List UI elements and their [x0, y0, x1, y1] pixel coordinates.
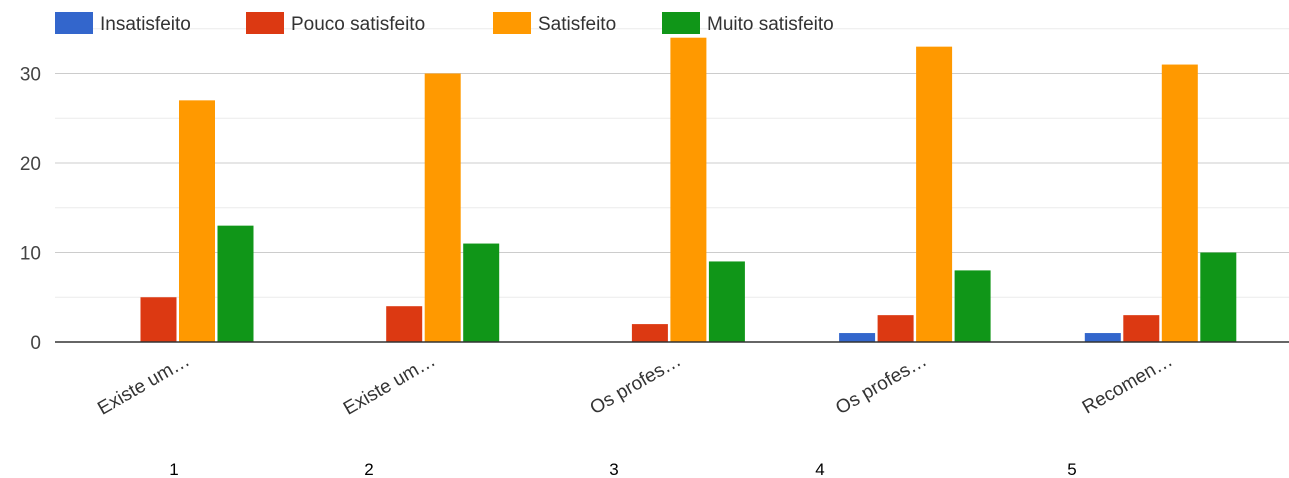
- bar: [877, 315, 914, 342]
- bars: [140, 37, 1237, 343]
- bar: [1123, 315, 1160, 342]
- category-number: 2: [364, 460, 373, 478]
- legend-swatch: [246, 12, 284, 34]
- x-category-label: Os profes…: [832, 350, 930, 419]
- bar: [708, 261, 745, 342]
- bar: [839, 333, 876, 342]
- bar: [424, 73, 461, 342]
- legend-item: Insatisfeito: [55, 12, 191, 35]
- bar: [670, 37, 707, 342]
- legend-swatch: [662, 12, 700, 34]
- legend-item: Pouco satisfeito: [246, 12, 425, 35]
- legend-swatch: [55, 12, 93, 34]
- category-number: 1: [169, 460, 178, 478]
- bar: [1161, 64, 1198, 343]
- legend-label: Satisfeito: [538, 14, 616, 35]
- y-axis-ticks: 0 10 20 30: [20, 65, 41, 355]
- x-category-label: Existe um…: [340, 350, 439, 419]
- bar: [631, 324, 668, 342]
- legend: Insatisfeito Pouco satisfeito Satisfeito Mu…: [55, 12, 834, 35]
- legend-item: Satisfeito: [493, 12, 616, 35]
- bar: [386, 306, 423, 342]
- bar: [1200, 252, 1237, 342]
- x-category-label: Os profes…: [587, 350, 685, 419]
- x-axis-labels: Existe um… Existe um… Os profes… Os profes……: [94, 350, 1176, 419]
- legend-swatch: [493, 12, 531, 34]
- y-tick-label: 10: [20, 244, 41, 265]
- y-tick-label: 0: [30, 333, 41, 354]
- x-category-label: Recomen…: [1079, 350, 1176, 418]
- bar: [140, 297, 177, 342]
- bar: [954, 270, 991, 342]
- category-numbers: 1 2 3 4 5: [169, 460, 1076, 478]
- legend-item: Muito satisfeito: [662, 12, 834, 35]
- bar: [179, 100, 215, 342]
- bar: [463, 243, 500, 342]
- category-number: 4: [815, 460, 824, 478]
- x-category-label: Existe um…: [94, 350, 193, 419]
- legend-label: Muito satisfeito: [707, 14, 834, 35]
- legend-label: Insatisfeito: [100, 14, 191, 35]
- bar: [217, 225, 254, 342]
- y-tick-label: 30: [20, 65, 41, 86]
- category-number: 5: [1067, 460, 1076, 478]
- legend-label: Pouco satisfeito: [291, 14, 425, 35]
- bar: [1084, 333, 1121, 342]
- y-tick-label: 20: [20, 154, 41, 175]
- bar: [916, 46, 953, 343]
- category-number: 3: [609, 460, 618, 478]
